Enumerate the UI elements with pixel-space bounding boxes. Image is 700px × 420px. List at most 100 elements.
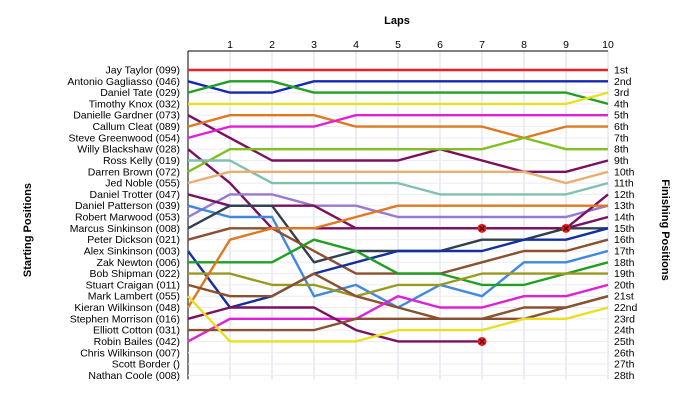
starting-position-label: Chris Wilkinson (007)	[80, 347, 180, 359]
starting-position-label: Darren Brown (072)	[88, 166, 180, 178]
x-tick-label: 5	[395, 39, 401, 51]
series-line	[187, 283, 609, 343]
x-tick-label: 3	[311, 39, 317, 51]
finishing-position-label: 19th	[614, 268, 635, 280]
starting-position-label: Jed Noble (055)	[105, 178, 180, 190]
finishing-position-label: 14th	[614, 212, 635, 224]
finishing-position-labels: 1st2nd3rd4th5th6th7th8th9th10th11th12th1…	[614, 65, 638, 382]
series-line	[187, 295, 609, 343]
starting-position-label: Daniel Tate (029)	[100, 87, 180, 99]
starting-position-label: Daniel Trotter (047)	[90, 189, 180, 201]
finishing-position-label: 9th	[614, 155, 629, 167]
finishing-position-label: 17th	[614, 245, 635, 257]
x-tick-label: 10	[602, 39, 614, 51]
starting-position-label: Elliott Cotton (031)	[93, 325, 180, 337]
finishing-position-label: 27th	[614, 359, 635, 371]
starting-position-label: Steve Greenwood (054)	[69, 132, 180, 144]
y-axis-right-title: Finishing Positions	[659, 179, 671, 280]
starting-position-label: Nathan Coole (008)	[88, 370, 180, 382]
x-axis-ticks: 1 2 3 4 5 6 7 8 9 10	[227, 39, 614, 51]
finishing-position-label: 18th	[614, 257, 635, 269]
series-line	[187, 80, 609, 106]
starting-position-label: Scott Border ()	[112, 359, 180, 371]
starting-position-label: Zak Newton (006)	[97, 257, 180, 269]
starting-position-label: Daniel Patterson (039)	[75, 200, 180, 212]
finishing-position-label: 11th	[614, 178, 634, 190]
finishing-position-label: 20th	[614, 279, 635, 291]
finishing-position-label: 8th	[614, 144, 629, 156]
series-line	[188, 295, 609, 332]
retired-marker-cross	[479, 338, 485, 345]
starting-position-label: Timothy Knox (032)	[89, 98, 180, 110]
x-tick-label: 1	[227, 39, 233, 51]
finishing-position-label: 7th	[614, 132, 629, 144]
finishing-position-label: 2nd	[614, 76, 632, 88]
x-tick-label: 7	[479, 39, 485, 51]
retired-marker	[477, 336, 487, 346]
series-line	[187, 306, 482, 343]
finishing-position-label: 12th	[614, 189, 635, 201]
starting-position-label: Callum Cleat (089)	[92, 121, 180, 133]
retired-marker-cross	[479, 225, 485, 232]
starting-position-label: Jay Taylor (099)	[105, 65, 180, 77]
finishing-position-label: 1st	[614, 65, 628, 77]
starting-position-label: Ross Kelly (019)	[103, 155, 180, 167]
x-tick-label: 9	[563, 39, 569, 51]
finishing-position-label: 15th	[614, 223, 635, 235]
finishing-position-label: 23rd	[614, 313, 635, 325]
series-line	[187, 272, 609, 320]
series-line	[187, 193, 609, 219]
starting-position-label: Marcus Sinkinson (008)	[70, 223, 180, 235]
series-line	[187, 114, 609, 174]
starting-position-label: Stuart Craigan (011)	[86, 279, 180, 291]
finishing-position-label: 28th	[614, 370, 635, 382]
starting-position-labels: Jay Taylor (099)Antonio Gagliasso (046)D…	[67, 65, 180, 382]
retired-marker	[561, 223, 571, 233]
finishing-position-label: 5th	[614, 110, 629, 122]
series-line	[188, 238, 609, 287]
starting-position-label: Bob Shipman (022)	[90, 268, 180, 280]
retired-marker	[477, 223, 487, 233]
x-axis-title: Laps	[384, 15, 410, 27]
retired-marker-cross	[563, 225, 569, 232]
starting-position-label: Peter Dickson (021)	[87, 234, 180, 246]
series-line	[187, 113, 608, 140]
finishing-position-label: 3rd	[614, 87, 629, 99]
series-line	[187, 227, 609, 309]
starting-position-label: Stephen Morrison (016)	[70, 313, 180, 325]
finishing-position-label: 13th	[614, 200, 635, 212]
finishing-position-label: 16th	[614, 234, 635, 246]
x-tick-label: 4	[353, 39, 359, 51]
series-line	[187, 136, 608, 173]
finishing-position-label: 22nd	[614, 302, 638, 314]
starting-position-label: Kieran Wilkinson (048)	[74, 302, 180, 314]
y-axis-left-title: Starting Positions	[22, 183, 34, 277]
x-tick-label: 8	[521, 39, 527, 51]
x-tick-label: 2	[269, 39, 275, 51]
series-line	[188, 272, 608, 298]
retirement-markers	[477, 223, 571, 346]
series-line	[187, 80, 608, 94]
series-line	[188, 159, 609, 196]
finishing-position-label: 25th	[614, 336, 635, 348]
starting-position-label: Willy Blackshaw (028)	[77, 144, 180, 156]
finishing-position-label: 4th	[614, 98, 629, 110]
finishing-position-label: 26th	[614, 347, 635, 359]
starting-position-label: Danielle Gardner (073)	[73, 110, 180, 122]
starting-position-label: Robin Bailes (042)	[94, 336, 180, 348]
series-line	[188, 91, 609, 106]
starting-position-label: Mark Lambert (055)	[88, 291, 180, 303]
series-line	[187, 113, 608, 140]
finishing-position-label: 24th	[614, 325, 635, 337]
series-line	[187, 170, 609, 185]
series-lines	[186, 68, 609, 343]
series-line	[186, 204, 608, 309]
starting-position-label: Alex Sinkinson (003)	[84, 245, 180, 257]
x-tick-label: 6	[437, 39, 443, 51]
finishing-position-label: 6th	[614, 121, 629, 133]
starting-position-label: Robert Marwood (053)	[75, 212, 180, 224]
finishing-position-label: 21st	[614, 291, 634, 303]
finishing-position-label: 10th	[614, 166, 635, 178]
starting-position-label: Antonio Gagliasso (046)	[67, 76, 180, 88]
